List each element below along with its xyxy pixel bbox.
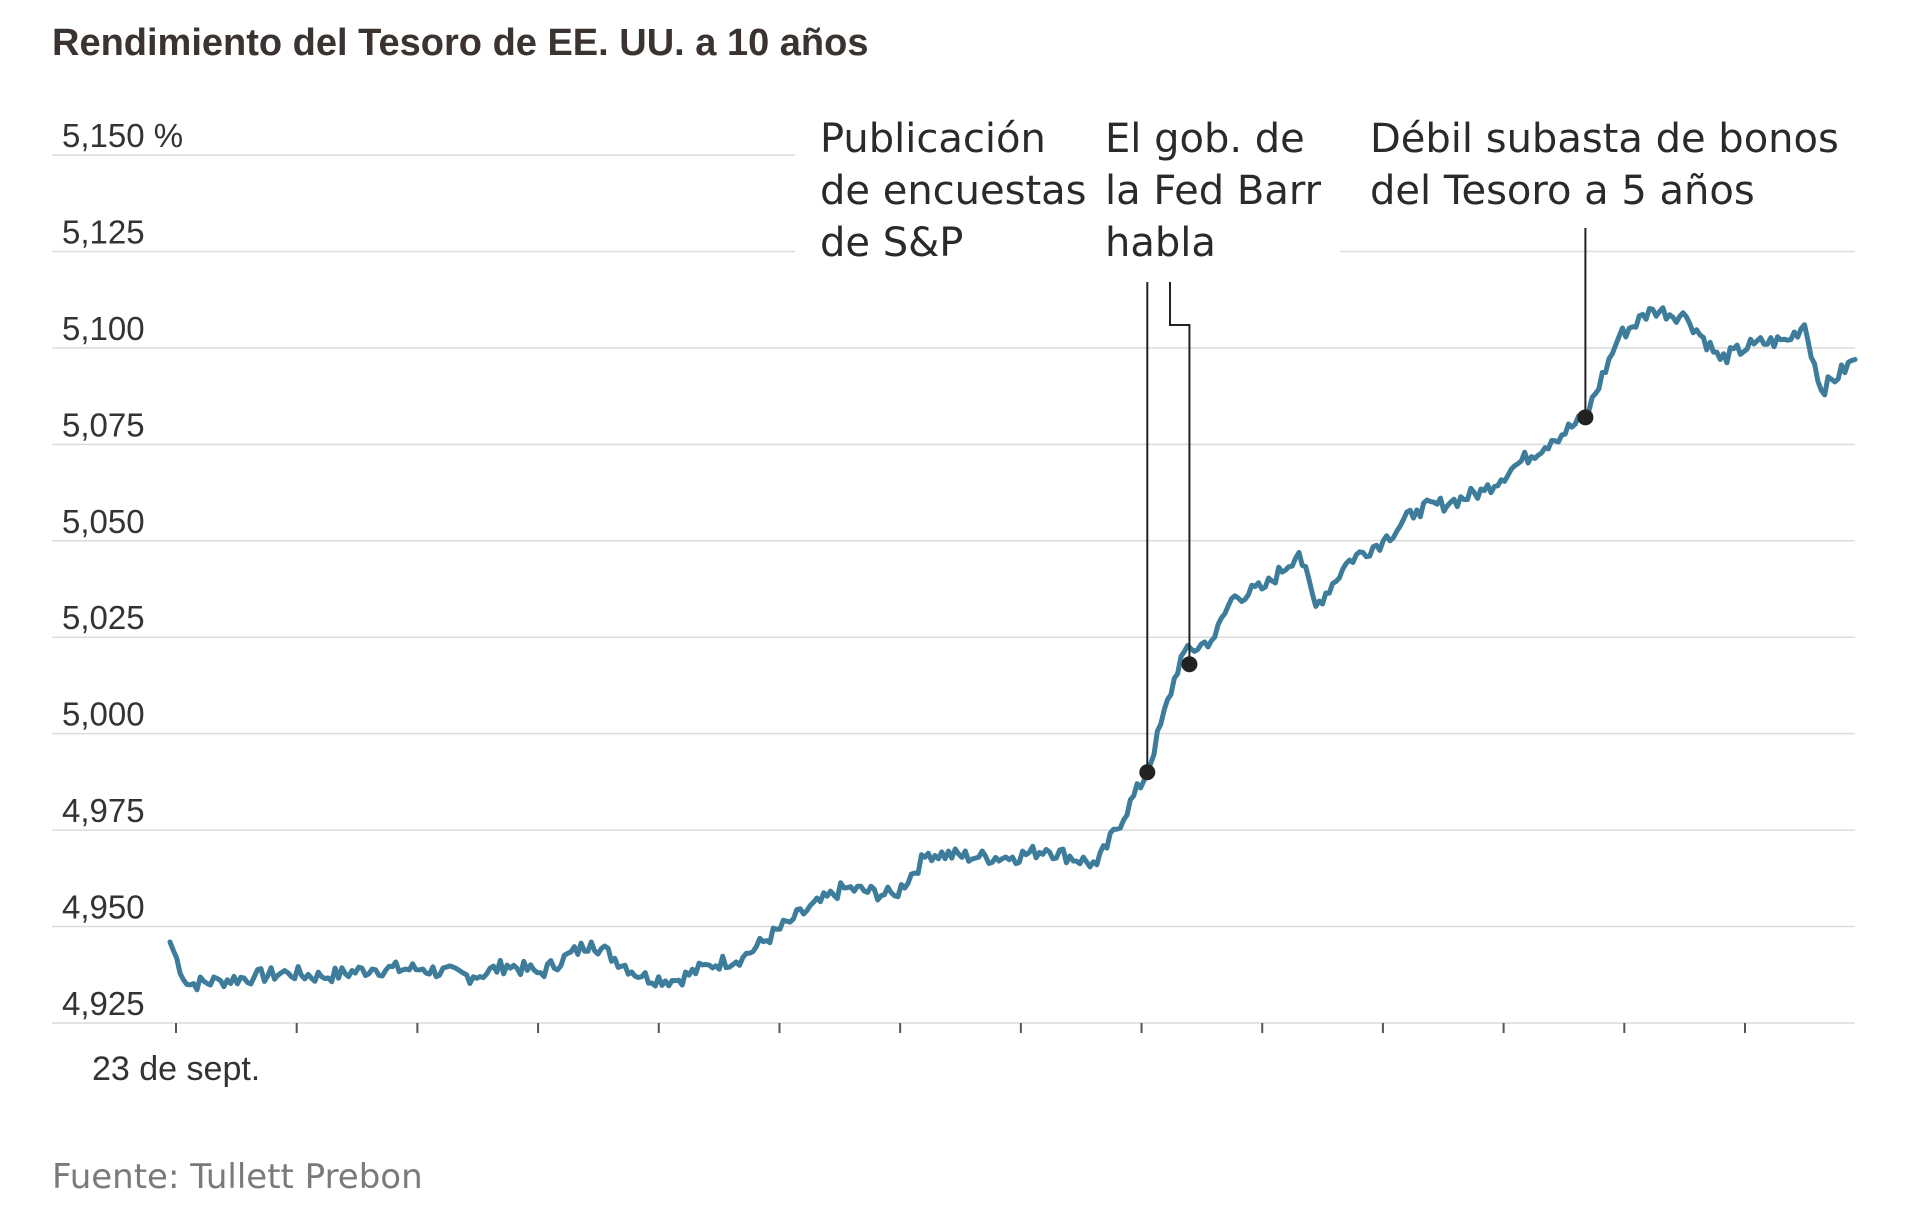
annotation-text: de S&P	[820, 220, 963, 266]
annotation-text: de encuestas	[820, 168, 1087, 214]
y-tick-label: 5,125	[62, 213, 145, 250]
y-tick-label: 5,050	[62, 503, 145, 540]
y-tick-label: 4,950	[62, 889, 145, 926]
annotation-marker	[1577, 409, 1594, 426]
y-tick-label: 5,025	[62, 599, 145, 636]
annotations: Publicación de encuestas de S&P El gob. de l…	[820, 116, 1839, 781]
series-line	[167, 305, 1858, 993]
y-tick-label: 4,975	[62, 792, 145, 829]
y-tick-label: 5,150 %	[62, 117, 183, 154]
y-tick-label: 5,075	[62, 406, 145, 443]
y-tick-label: 5,100	[62, 310, 145, 347]
y-tick-label: 5,000	[62, 696, 145, 733]
annotation-text: El gob. de	[1105, 116, 1305, 162]
source-note: Fuente: Tullett Prebon	[52, 1157, 423, 1197]
annotation-marker	[1181, 656, 1198, 673]
x-axis-ticks	[175, 1023, 1746, 1033]
y-axis-labels: 5,150 % 5,125 5,100 5,075 5,050 5,025 5,000 4,9…	[62, 117, 183, 1022]
annotation-text: Débil subasta de bonos	[1370, 116, 1839, 162]
annotation-text: del Tesoro a 5 años	[1370, 168, 1755, 214]
annotation-leader	[1169, 282, 1191, 665]
annotation-text: habla	[1105, 220, 1216, 266]
annotation-text: la Fed Barr	[1105, 168, 1322, 214]
gridlines	[52, 154, 1855, 1024]
annotation-marker	[1139, 764, 1156, 781]
annotation-text: Publicación	[820, 116, 1046, 162]
y-tick-label: 4,925	[62, 985, 145, 1022]
chart-title: Rendimiento del Tesoro de EE. UU. a 10 a…	[52, 22, 868, 64]
x-tick-label-first: 23 de sept.	[92, 1050, 260, 1088]
